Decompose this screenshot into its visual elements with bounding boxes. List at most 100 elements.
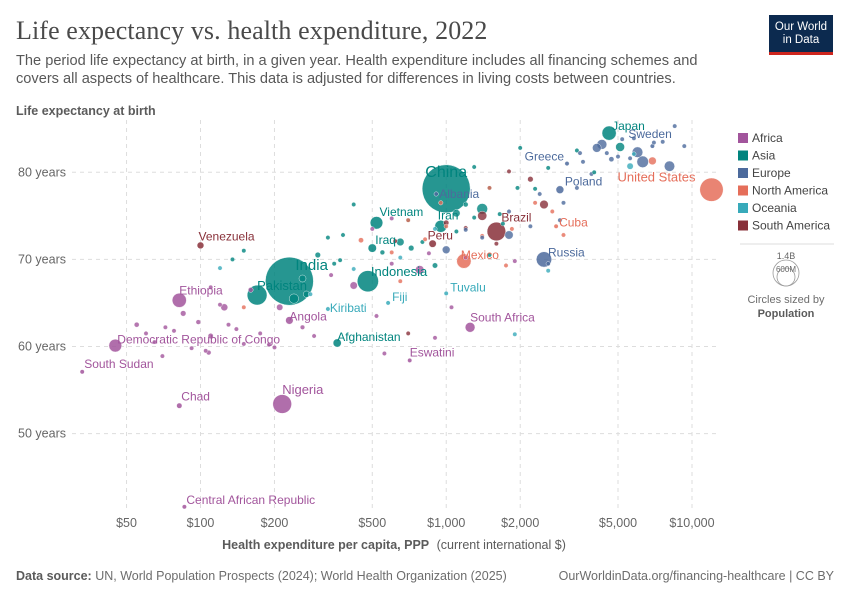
data-point — [397, 278, 403, 284]
data-point — [604, 150, 610, 156]
point-label: Sweden — [628, 127, 671, 141]
footer-source-label: Data source: — [16, 569, 92, 583]
y-tick-label: 80 years — [18, 165, 66, 179]
data-point — [351, 266, 357, 272]
data-point — [463, 201, 469, 208]
logo-line-1: Our World — [774, 20, 828, 33]
scatter-chart: Life expectancy at birth 50 years 60 year… — [16, 104, 834, 552]
data-point — [631, 151, 637, 157]
data-point — [325, 235, 331, 241]
data-point-labeled — [407, 357, 413, 363]
data-point — [500, 221, 506, 227]
point-label: Pakistan — [257, 278, 307, 293]
data-point — [442, 245, 451, 254]
point-label: United States — [617, 170, 696, 185]
data-point — [257, 330, 263, 336]
legend-item[interactable]: South America — [752, 219, 830, 233]
data-point — [241, 248, 247, 254]
data-point — [162, 324, 168, 330]
point-label: Greece — [525, 150, 565, 164]
data-point — [517, 145, 523, 151]
data-point — [591, 169, 597, 175]
data-point-labeled — [443, 290, 449, 296]
data-point — [208, 284, 214, 290]
legend-item[interactable]: Asia — [752, 149, 776, 163]
data-point — [422, 236, 428, 242]
legend-item[interactable]: North America — [752, 184, 828, 198]
data-point — [619, 136, 625, 142]
data-point — [220, 303, 229, 311]
data-point — [143, 330, 149, 336]
data-point-labeled — [325, 306, 331, 312]
data-point — [493, 241, 499, 247]
data-point-labeled — [171, 292, 187, 308]
data-point — [405, 217, 411, 223]
x-tick-label: $200 — [261, 516, 289, 530]
data-point — [660, 139, 666, 145]
point-label: South Africa — [470, 310, 535, 324]
data-point — [506, 209, 512, 214]
data-point — [171, 328, 177, 334]
data-point-labeled — [601, 125, 617, 141]
data-point — [580, 159, 586, 165]
size-legend-caption-2: Population — [758, 308, 815, 320]
data-point — [453, 229, 459, 234]
x-tick-label: $1,000 — [427, 516, 465, 530]
data-point — [311, 333, 317, 339]
y-axis: 50 years 60 years 70 years 80 years — [18, 165, 66, 440]
data-point — [233, 326, 239, 332]
legend-item[interactable]: Europe — [752, 166, 791, 180]
legend-item[interactable]: Africa — [752, 131, 783, 145]
point-label: Tuvalu — [450, 280, 486, 294]
data-point — [389, 249, 395, 255]
data-point — [672, 123, 678, 129]
point-label: South Sudan — [84, 357, 153, 371]
data-point — [438, 200, 444, 206]
point-label: India — [295, 257, 328, 274]
data-point-labeled — [555, 185, 565, 194]
data-point-labeled — [285, 316, 294, 325]
data-point — [539, 199, 549, 209]
data-point — [331, 261, 337, 267]
data-point — [152, 339, 157, 345]
point-label: Ethiopia — [179, 283, 223, 297]
x-tick-label: $5,000 — [599, 516, 637, 530]
data-point — [615, 154, 621, 160]
data-point — [577, 150, 583, 156]
data-point-labeled — [79, 369, 85, 375]
point-label: Iraq — [375, 233, 396, 247]
data-point — [241, 341, 247, 347]
data-point — [452, 209, 461, 218]
data-point — [549, 209, 555, 214]
data-point — [241, 304, 247, 310]
data-point — [189, 345, 195, 351]
data-point — [226, 322, 231, 328]
data-point — [180, 310, 187, 317]
point-label: Japan — [612, 119, 645, 133]
data-point — [379, 249, 386, 256]
data-point — [497, 211, 503, 217]
data-point — [396, 237, 405, 246]
owid-logo[interactable]: Our World in Data — [769, 15, 833, 55]
legend-item[interactable]: Oceania — [752, 201, 797, 215]
point-label: Vietnam — [380, 205, 424, 219]
data-point — [545, 261, 551, 267]
data-point-labeled — [332, 338, 342, 348]
data-point — [487, 252, 492, 258]
data-point — [351, 202, 357, 207]
data-point — [651, 140, 657, 146]
data-point — [337, 257, 343, 263]
data-point — [479, 235, 485, 241]
data-point — [627, 155, 633, 161]
point-label: Venezuela — [199, 229, 255, 243]
point-label: Nigeria — [282, 382, 324, 397]
x-tick-label: $10,000 — [669, 516, 714, 530]
point-label: Afghanistan — [337, 330, 400, 344]
data-point — [527, 176, 534, 183]
data-point — [477, 210, 488, 221]
data-point-labeled — [370, 216, 384, 230]
footer-source: Data source: UN, World Population Prospe… — [16, 569, 507, 583]
data-point — [506, 168, 512, 174]
footer-url[interactable]: OurWorldinData.org/financing-healthcare … — [558, 569, 834, 583]
